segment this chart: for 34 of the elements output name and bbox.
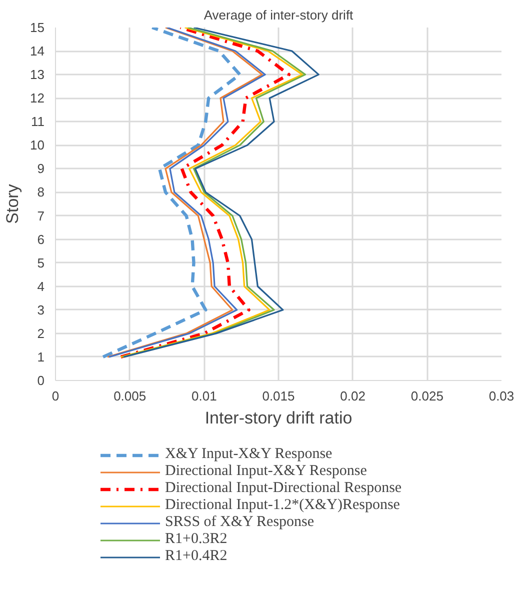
- legend-label: X&Y Input-X&Y Response: [165, 446, 332, 463]
- y-tick-label: 1: [37, 349, 45, 364]
- x-tick-label: 0.025: [410, 388, 444, 404]
- y-tick-label: 3: [37, 302, 45, 318]
- y-tick-label: 7: [37, 208, 45, 224]
- y-tick-label: 10: [30, 138, 45, 153]
- y-tick-label: 8: [37, 184, 45, 200]
- y-tick-label: 13: [30, 67, 45, 82]
- legend-label: SRSS of X&Y Response: [165, 514, 314, 531]
- y-tick-label: 0: [37, 373, 45, 388]
- y-tick-label: 4: [37, 278, 45, 294]
- x-axis-title: Inter-story drift ratio: [204, 408, 352, 428]
- x-tick-label: 0.03: [488, 388, 514, 404]
- x-tick-label: 0.005: [114, 388, 146, 404]
- legend-label: Directional Input-Directional Response: [165, 480, 402, 497]
- y-tick-label: 9: [37, 161, 45, 176]
- y-axis-title: Story: [3, 184, 22, 224]
- x-tick-label: 0.015: [262, 388, 295, 404]
- y-tick-label: 15: [30, 20, 45, 35]
- x-tick-label: 0.02: [340, 388, 366, 404]
- x-tick-label: 0: [52, 388, 60, 404]
- legend-label: Directional Input-1.2*(X&Y)Response: [165, 497, 400, 514]
- y-tick-label: 6: [37, 232, 45, 247]
- legend-label: Directional Input-X&Y Response: [165, 463, 367, 480]
- chart-title: Average of inter-story drift: [204, 8, 354, 22]
- legend-label: R1+0.3R2: [165, 531, 228, 548]
- y-tick-label: 11: [31, 114, 45, 130]
- x-tick-label: 0.01: [192, 388, 217, 404]
- y-tick-label: 2: [37, 326, 45, 341]
- y-tick-label: 14: [30, 44, 45, 59]
- y-tick-label: 12: [30, 90, 45, 106]
- legend-label: R1+0.4R2: [165, 548, 228, 565]
- line-series: [101, 28, 242, 359]
- y-tick-label: 5: [37, 255, 45, 270]
